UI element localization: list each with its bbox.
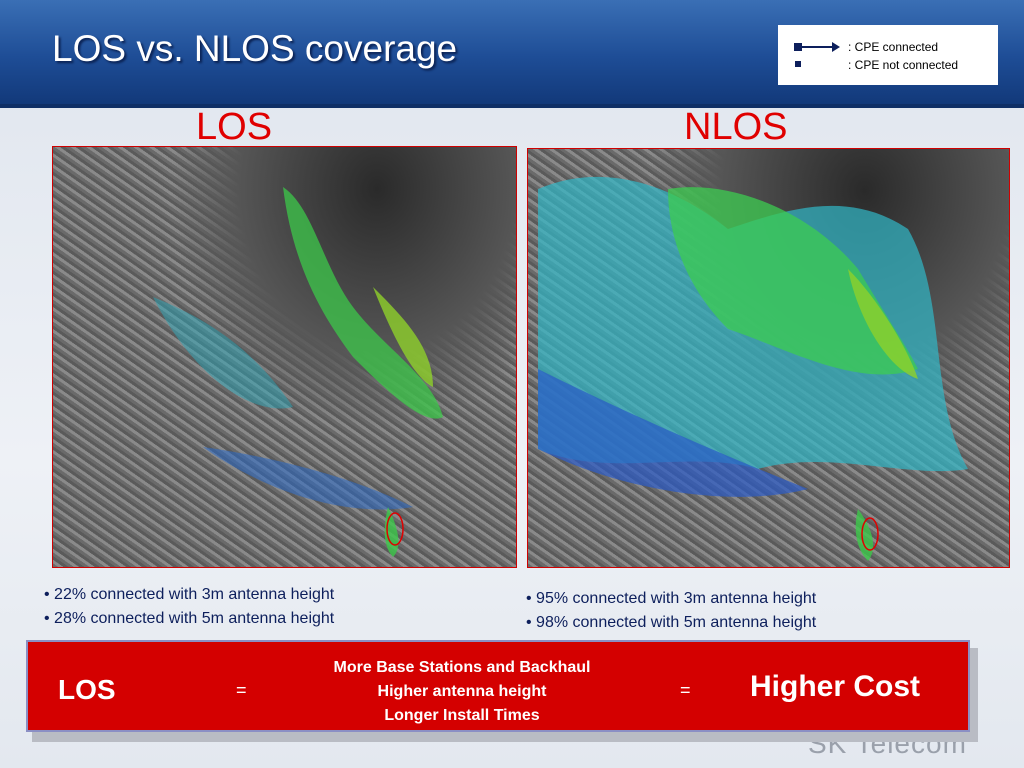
summary-middle: More Base Stations and Backhaul Higher a… [282,656,642,728]
title-rule [0,104,1024,108]
coverage-map [527,148,1010,568]
coverage-overlay [538,176,968,561]
summary-right: Higher Cost [750,670,921,703]
summary-line: Longer Install Times [384,707,540,724]
legend-item: : CPE connected [848,40,939,54]
equals: = [236,680,247,700]
summary-line: Higher antenna height [377,683,547,700]
bullet: 22% connected with 3m antenna height [44,583,334,607]
summary-left: LOS [58,674,116,705]
legend-item: : CPE not connected [848,58,959,72]
slide-title: LOS vs. NLOS coverage [52,28,458,69]
panel-heading: NLOS [684,106,788,148]
coverage-map [52,146,517,568]
bullet: 95% connected with 3m antenna height [526,587,816,611]
bullet-list: 22% connected with 3m antenna height 28%… [44,583,334,631]
bullet-list: 95% connected with 3m antenna height 98%… [526,587,816,635]
coverage-overlay [153,187,443,557]
summary-box: LOS = More Base Stations and Backhaul Hi… [26,640,970,732]
legend: : CPE connected : CPE not connected [778,25,998,85]
equals: = [680,680,691,700]
summary-line: More Base Stations and Backhaul [333,659,591,676]
bullet: 28% connected with 5m antenna height [44,607,334,631]
panel-heading: LOS [196,106,273,148]
bullet: 98% connected with 5m antenna height [526,611,816,635]
legend-symbols [794,42,840,67]
